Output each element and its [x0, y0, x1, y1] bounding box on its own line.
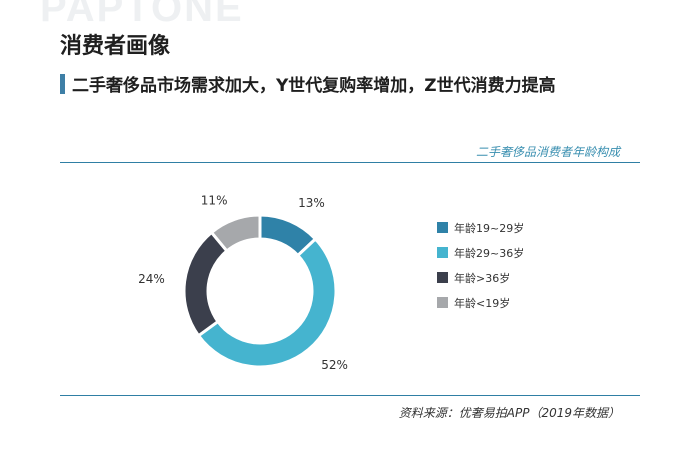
page-title: 消费者画像 [60, 34, 171, 59]
slice-29-36 [196, 236, 338, 369]
legend-label: 年龄19~29岁 [454, 221, 525, 235]
slice-label: 24% [138, 272, 165, 286]
slice-over-36 [182, 230, 229, 338]
legend-swatch [437, 272, 448, 283]
legend-item-over-36: 年龄>36岁 [437, 269, 524, 286]
legend-label: 年龄<19岁 [454, 296, 511, 310]
chart-title: 二手奢侈品消费者年龄构成 [475, 145, 620, 159]
legend-label: 年龄29~36岁 [454, 246, 525, 260]
page-subtitle: 二手奢侈品市场需求加大，Y世代复购率增加，Z世代消费力提高 [72, 76, 556, 96]
legend-swatch [437, 297, 448, 308]
chart-legend: 年龄19~29岁 年龄29~36岁 年龄>36岁 年龄<19岁 [437, 219, 524, 319]
slice-under-19 [209, 213, 262, 254]
legend-item-under-19: 年龄<19岁 [437, 294, 524, 311]
legend-swatch [437, 247, 448, 258]
source-note: 资料来源：优奢易拍APP（2019年数据） [398, 406, 620, 420]
legend-label: 年龄>36岁 [454, 271, 511, 285]
legend-swatch [437, 222, 448, 233]
bottom-divider [60, 395, 640, 396]
slice-label: 52% [321, 358, 348, 372]
slice-label: 11% [201, 194, 228, 208]
legend-item-19-29: 年龄19~29岁 [437, 219, 524, 236]
legend-item-29-36: 年龄29~36岁 [437, 244, 524, 261]
watermark: PAPTONE [40, 0, 244, 30]
subtitle-accent-bar [60, 74, 65, 94]
top-divider [60, 162, 640, 163]
slice-label: 13% [298, 196, 325, 210]
